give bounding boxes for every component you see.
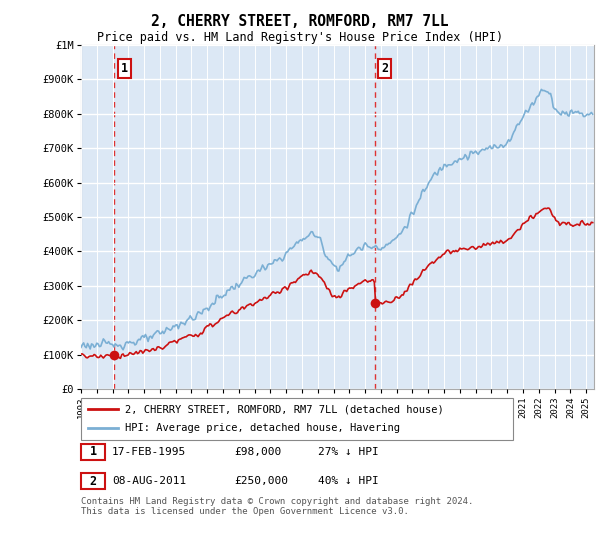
Text: 1: 1	[89, 445, 97, 459]
Text: Contains HM Land Registry data © Crown copyright and database right 2024.
This d: Contains HM Land Registry data © Crown c…	[81, 497, 473, 516]
Text: HPI: Average price, detached house, Havering: HPI: Average price, detached house, Have…	[125, 423, 400, 433]
Text: 2, CHERRY STREET, ROMFORD, RM7 7LL: 2, CHERRY STREET, ROMFORD, RM7 7LL	[151, 14, 449, 29]
Text: Price paid vs. HM Land Registry's House Price Index (HPI): Price paid vs. HM Land Registry's House …	[97, 31, 503, 44]
Text: 2: 2	[381, 62, 388, 76]
Text: £250,000: £250,000	[234, 476, 288, 486]
Text: 40% ↓ HPI: 40% ↓ HPI	[318, 476, 379, 486]
Text: 2, CHERRY STREET, ROMFORD, RM7 7LL (detached house): 2, CHERRY STREET, ROMFORD, RM7 7LL (deta…	[125, 404, 444, 414]
Text: 27% ↓ HPI: 27% ↓ HPI	[318, 447, 379, 457]
Text: 2: 2	[89, 474, 97, 488]
Text: 1: 1	[121, 62, 128, 76]
Text: 17-FEB-1995: 17-FEB-1995	[112, 447, 187, 457]
Text: £98,000: £98,000	[234, 447, 281, 457]
Text: 08-AUG-2011: 08-AUG-2011	[112, 476, 187, 486]
